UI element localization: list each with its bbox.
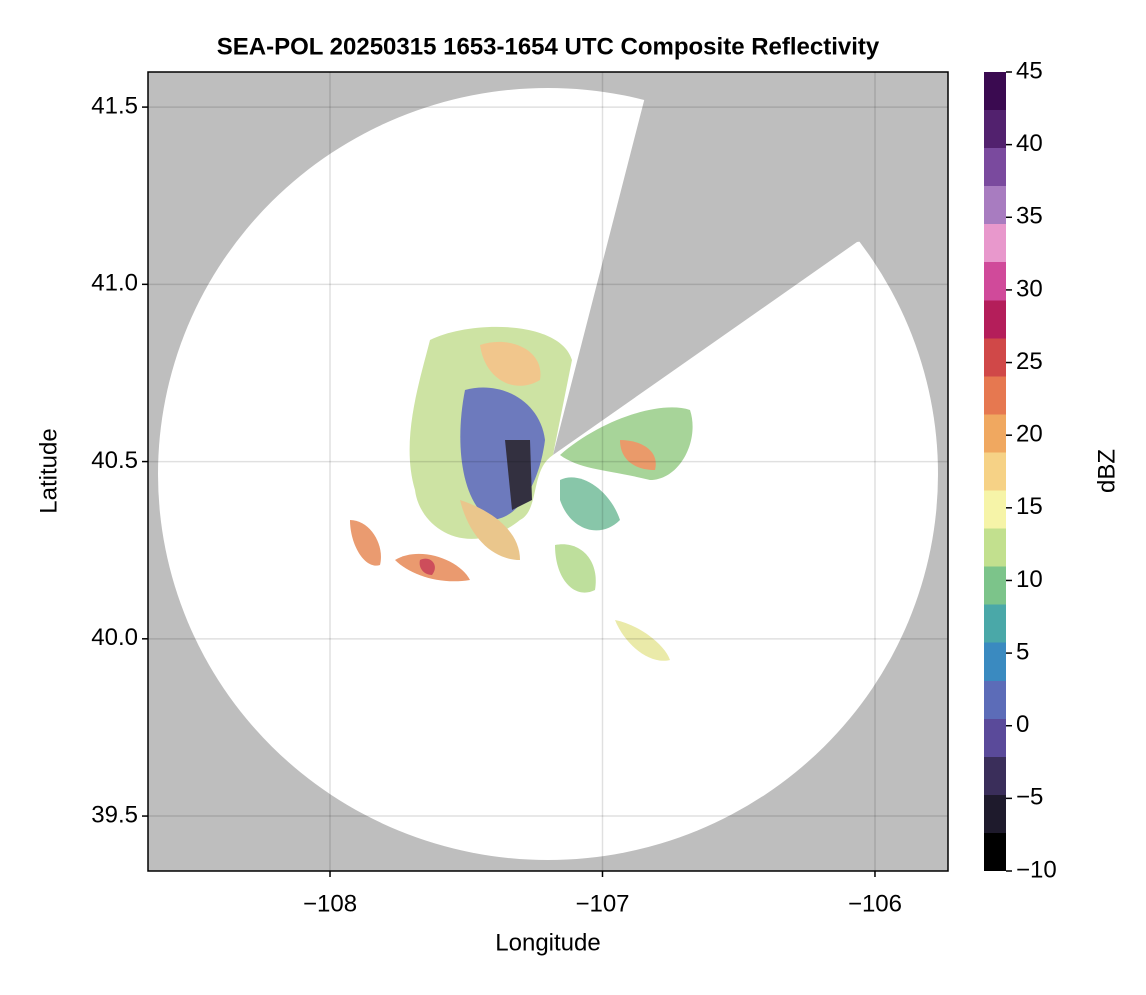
plot-frame [147,71,949,872]
blocked-sector [553,72,948,455]
y-tick-label: 40.0 [91,624,138,651]
colorbar-tick-label: −10 [1016,856,1057,883]
colorbar-tick-label: 35 [1016,203,1043,230]
x-tick-label: −108 [303,890,357,917]
grid [148,72,948,871]
colorbar-tick-label: 0 [1016,711,1029,738]
colorbar-tick-label: 15 [1016,493,1043,520]
y-tick-label: 41.0 [91,270,138,297]
colorbar-tick-label: 5 [1016,638,1029,665]
reflectivity-echoes [350,326,693,661]
colorbar-tick-label: 25 [1016,348,1043,375]
colorbar-tick-label: 20 [1016,421,1043,448]
colorbar [984,72,1006,871]
colorbar-tick-label: 10 [1016,566,1043,593]
chart-title: SEA-POL 20250315 1653-1654 UTC Composite… [217,33,880,60]
y-tick-label: 40.5 [91,447,138,474]
y-tick-label: 41.5 [91,92,138,119]
colorbar-tick-label: 40 [1016,130,1043,157]
x-tick-label: −106 [848,890,902,917]
plot-area [148,72,948,871]
x-axis-label: Longitude [495,929,600,956]
colorbar-tick-label: 45 [1016,57,1043,84]
y-axis-label: Latitude [35,428,62,513]
y-tick-label: 39.5 [91,801,138,828]
colorbar-tick-label: 30 [1016,275,1043,302]
x-tick-label: −107 [575,890,629,917]
colorbar-tick-label: −5 [1016,784,1043,811]
colorbar-label: dBZ [1093,449,1120,493]
